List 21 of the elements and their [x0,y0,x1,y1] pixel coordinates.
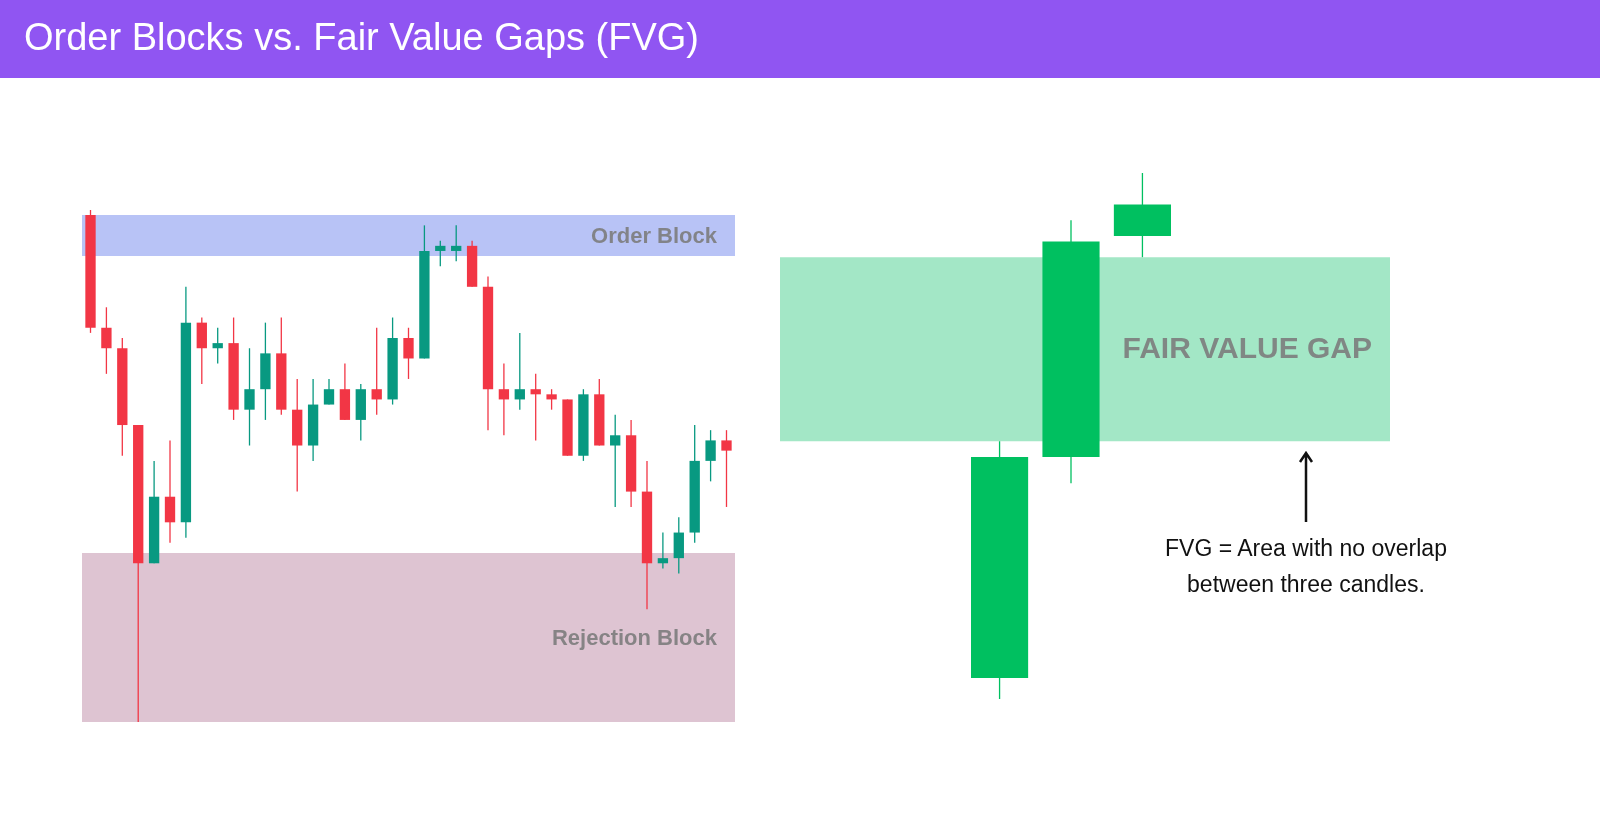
candlestick [101,306,112,375]
band-label: Rejection Block [551,624,718,650]
candlestick [721,429,732,508]
candlestick [546,388,557,411]
candlestick [451,224,462,262]
candlestick [323,378,335,406]
candlestick [705,429,716,483]
band-label: Order Block [591,222,718,248]
candlestick [403,327,414,380]
candlestick [212,327,223,365]
candlestick [657,531,669,570]
candlestick [530,373,541,442]
candlestick [514,332,525,411]
band-label: FAIR VALUE GAP [1122,331,1372,365]
candlestick [610,414,621,508]
chart-title: Order Blocks vs. Fair Value Gaps (FVG) [24,16,700,59]
candlestick [371,327,382,416]
annotation: FVG = Area with no overlap between three candles. [1164,534,1448,599]
candlestick [498,362,510,436]
candlestick [435,240,446,267]
candlestick [244,347,255,447]
